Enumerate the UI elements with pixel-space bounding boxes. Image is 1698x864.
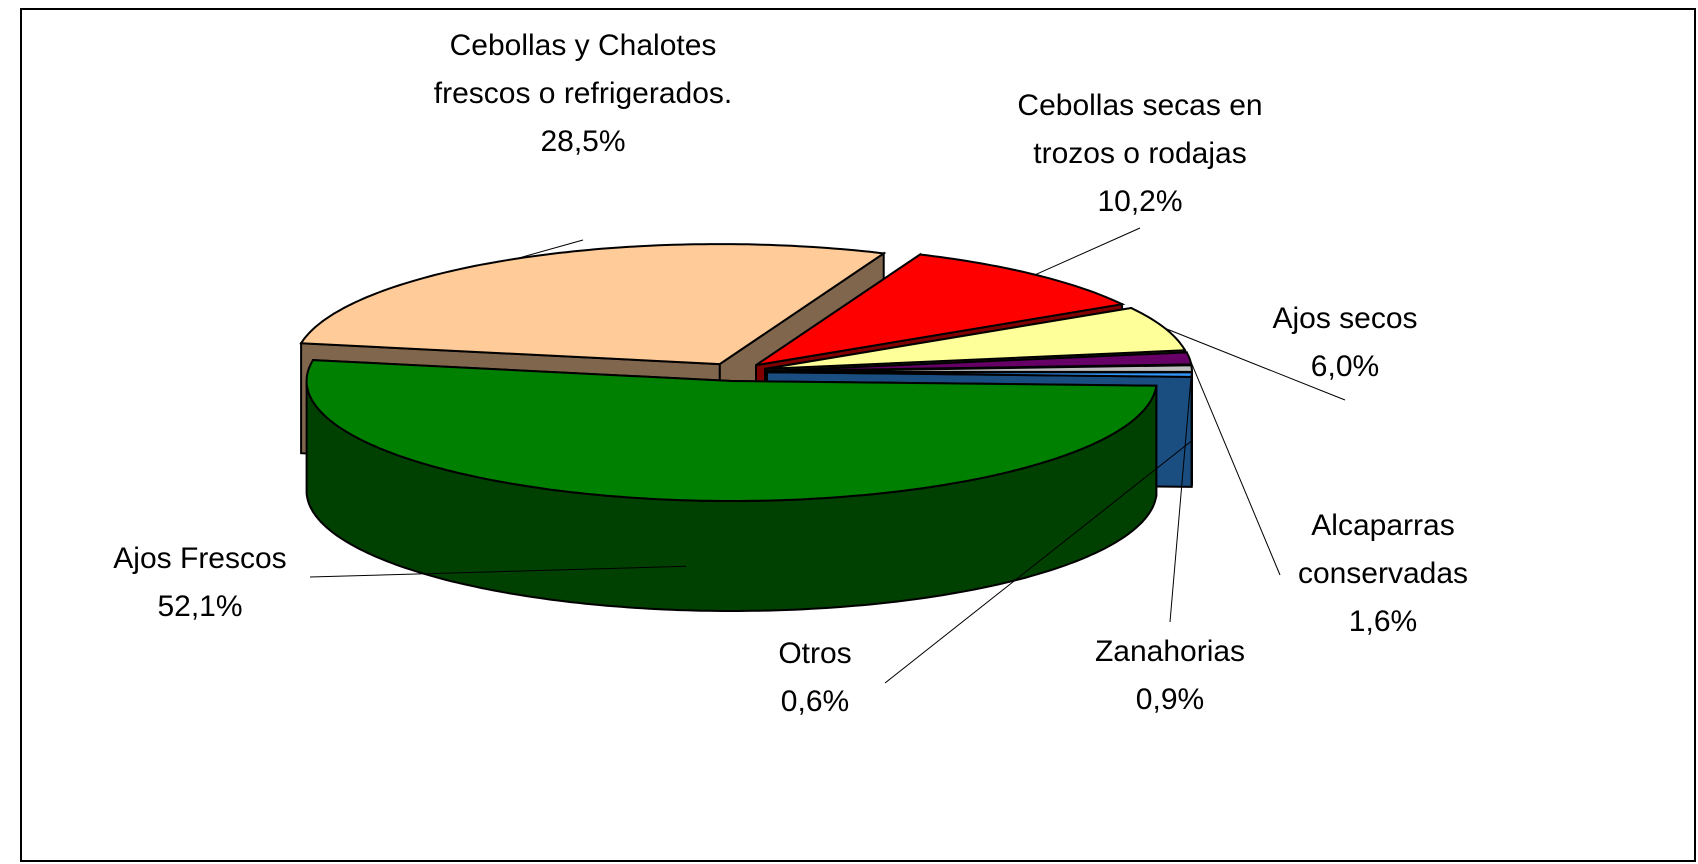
slice-label: Ajos secos 6,0% [1225, 295, 1465, 391]
slice-value: 0,9% [1135, 683, 1205, 716]
slice-label: Cebollas secas en trozos o rodajas 10,2% [980, 82, 1300, 226]
slice-value: 6,0% [1310, 350, 1380, 383]
slice-label: Cebollas y Chalotes frescos o refrigerad… [418, 22, 748, 166]
chart-frame [20, 8, 1696, 862]
slice-value: 52,1% [157, 590, 243, 623]
leader-line [515, 239, 584, 260]
tops [299, 243, 1193, 502]
leader-line [1165, 327, 1346, 401]
leader-line [1189, 358, 1281, 576]
slice-name: Ajos secos [1272, 302, 1418, 335]
slice-name: Cebollas y Chalotes frescos o refrigerad… [433, 29, 733, 110]
leader-line [884, 440, 1193, 684]
slice [766, 371, 1193, 378]
slice-name: Cebollas secas en trozos o rodajas [1017, 89, 1263, 170]
slice-name: Ajos Frescos [113, 542, 287, 575]
slice-value: 1,6% [1348, 605, 1418, 638]
slice-value: 28,5% [540, 125, 626, 158]
slice-label: Ajos Frescos 52,1% [70, 535, 330, 631]
leader-line [309, 565, 687, 578]
slice-value: 10,2% [1097, 185, 1183, 218]
slice-name: Zanahorias [1094, 635, 1246, 668]
slice-name: Alcaparras conservadas [1297, 509, 1469, 590]
slice [755, 253, 1126, 367]
slice [305, 359, 1158, 502]
leader-line [1169, 368, 1193, 623]
slice-label: Alcaparras conservadas 1,6% [1268, 502, 1498, 646]
slice-label: Zanahorias 0,9% [1055, 628, 1285, 724]
slice-name: Otros [778, 637, 852, 670]
slice-value: 0,6% [780, 685, 850, 718]
leader-line [1035, 227, 1141, 276]
slice-label: Otros 0,6% [735, 630, 895, 726]
